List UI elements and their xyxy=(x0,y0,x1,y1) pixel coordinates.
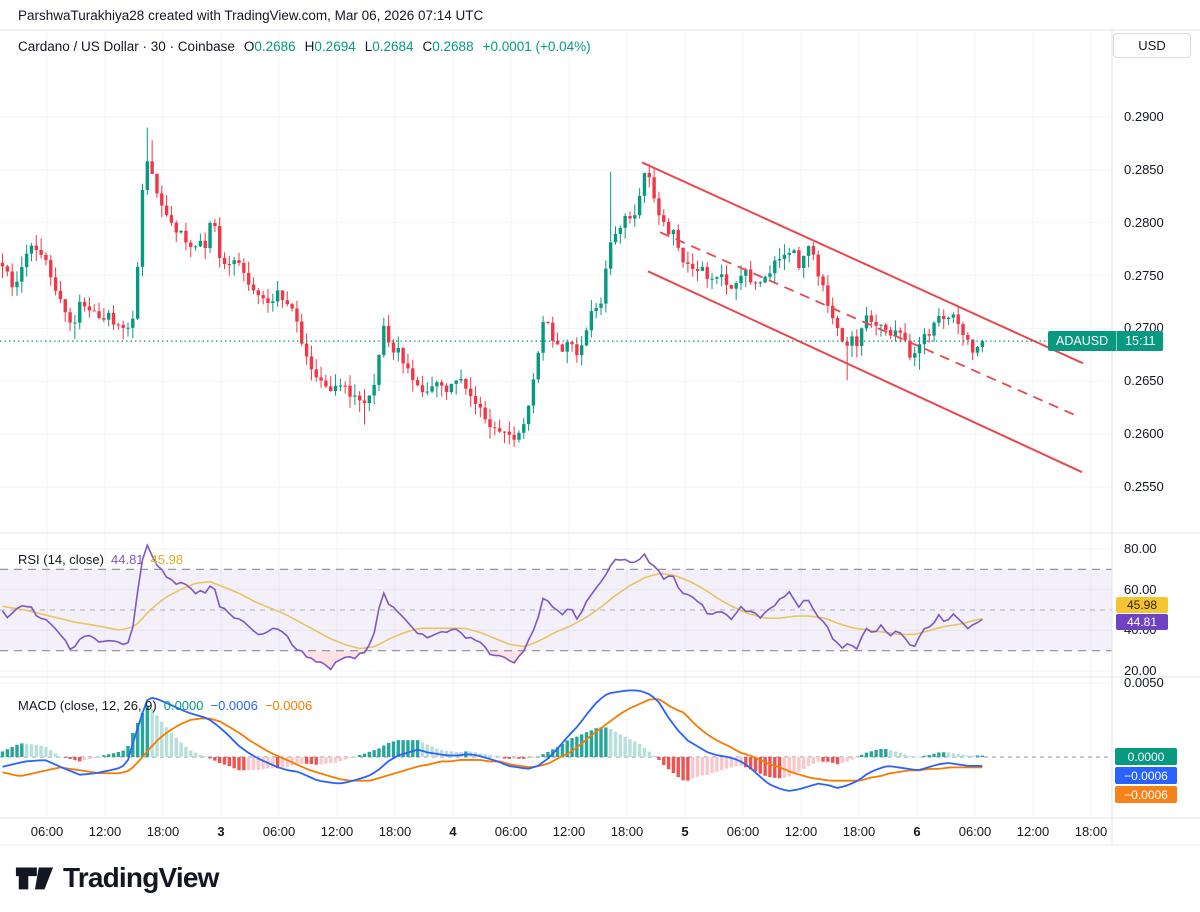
macd-hist-badge: 0.0000 xyxy=(1115,748,1177,765)
macd-histogram xyxy=(0,705,985,781)
symbol-legend: Cardano / US Dollar · 30 · Coinbase O 0.2… xyxy=(18,39,591,54)
open-value: O 0.2686 xyxy=(243,39,296,54)
low-value: L 0.2684 xyxy=(364,39,414,54)
price-badge: ADAUSD 15:11 xyxy=(1048,331,1164,351)
price-badge-countdown: 15:11 xyxy=(1117,331,1164,351)
macd-signal-badge: −0.0006 xyxy=(1115,786,1177,803)
rsi-ma-badge: 45.98 xyxy=(1116,597,1168,613)
rsi-legend: RSI (14, close) 44.81 45.98 xyxy=(18,552,183,567)
macd-hist-value: 0.0000 xyxy=(163,698,204,713)
brand-name: TradingView xyxy=(63,862,219,893)
tradingview-logo-icon xyxy=(15,867,54,890)
symbol-title: Cardano / US Dollar · 30 · Coinbase xyxy=(18,39,235,54)
rsi-value-badge: 44.81 xyxy=(1116,614,1168,630)
change-value: +0.0001 (+0.04%) xyxy=(482,39,591,54)
macd-signal-value: −0.0006 xyxy=(264,698,313,713)
macd-legend: MACD (close, 12, 26, 9) 0.0000 −0.0006 −… xyxy=(18,698,312,713)
macd-name: MACD (close, 12, 26, 9) xyxy=(18,698,157,713)
credit-line: ParshwaTurakhiya28 created with TradingV… xyxy=(18,8,484,23)
close-value: C 0.2688 xyxy=(422,39,474,54)
high-value: H 0.2694 xyxy=(304,39,356,54)
price-badge-symbol: ADAUSD xyxy=(1048,331,1118,351)
currency-button[interactable]: USD xyxy=(1113,33,1191,58)
macd-line-badge: −0.0006 xyxy=(1115,767,1177,784)
brand-footer[interactable]: TradingView xyxy=(14,858,219,898)
rsi-name: RSI (14, close) xyxy=(18,552,104,567)
rsi-ma-value: 45.98 xyxy=(150,552,184,567)
rsi-value: 44.81 xyxy=(111,552,144,567)
candlestick-series xyxy=(0,127,985,447)
macd-line-value: −0.0006 xyxy=(210,698,258,713)
